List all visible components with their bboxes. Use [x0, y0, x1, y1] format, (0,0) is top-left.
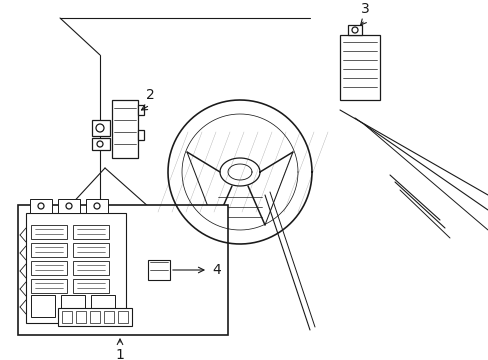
- Bar: [76, 311, 86, 323]
- Bar: [91, 295, 115, 317]
- Bar: [58, 308, 132, 326]
- Bar: [73, 261, 109, 275]
- Bar: [73, 225, 109, 239]
- Bar: [73, 243, 109, 257]
- Bar: [31, 261, 67, 275]
- Circle shape: [38, 203, 44, 209]
- Bar: [26, 213, 126, 323]
- Bar: [31, 225, 67, 239]
- Bar: [31, 243, 67, 257]
- Bar: [61, 295, 85, 317]
- Bar: [90, 311, 100, 323]
- Bar: [92, 120, 110, 136]
- Text: 3: 3: [360, 2, 368, 16]
- Text: 2: 2: [145, 88, 154, 102]
- Bar: [62, 311, 72, 323]
- Circle shape: [94, 203, 100, 209]
- Bar: [73, 279, 109, 293]
- Text: 1: 1: [115, 348, 124, 360]
- Bar: [339, 35, 379, 100]
- Circle shape: [351, 27, 357, 33]
- Bar: [138, 130, 143, 140]
- Bar: [18, 205, 227, 335]
- Bar: [347, 25, 361, 35]
- Circle shape: [96, 124, 104, 132]
- Bar: [86, 199, 108, 213]
- Circle shape: [97, 141, 103, 147]
- Bar: [118, 311, 128, 323]
- Bar: [92, 138, 110, 150]
- Bar: [148, 260, 170, 280]
- Bar: [30, 199, 52, 213]
- Bar: [104, 311, 114, 323]
- Bar: [31, 295, 55, 317]
- Text: 4: 4: [212, 263, 220, 277]
- Bar: [31, 279, 67, 293]
- Bar: [138, 105, 143, 115]
- Bar: [112, 100, 138, 158]
- Circle shape: [66, 203, 72, 209]
- Bar: [58, 199, 80, 213]
